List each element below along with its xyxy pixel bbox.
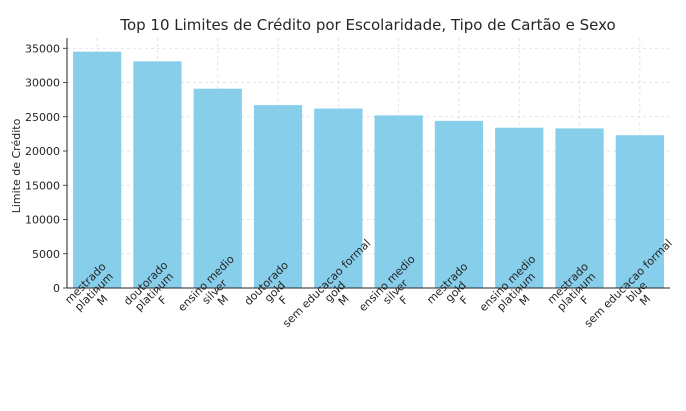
x-tick-label-line: F: [397, 294, 411, 308]
y-tick-label: 35000: [25, 42, 60, 55]
x-tick-label: ensino mediosilverM: [175, 252, 254, 331]
x-tick-label-line: F: [578, 294, 592, 308]
x-tick-label: ensino medioplatinumM: [477, 252, 556, 331]
y-tick-label: 0: [53, 282, 60, 295]
y-tick-label: 20000: [25, 145, 60, 158]
bar: [193, 88, 242, 288]
y-tick-label: 30000: [25, 77, 60, 90]
x-tick-label: ensino mediosilverF: [356, 252, 435, 331]
bar: [434, 120, 484, 288]
axes: [63, 38, 670, 292]
y-tick-label: 15000: [25, 179, 60, 192]
bar: [374, 115, 423, 288]
y-tick-label: 25000: [25, 111, 60, 124]
bar: [253, 105, 303, 288]
bar: [495, 127, 544, 288]
bar: [73, 51, 122, 288]
x-tick-label-text: ensino mediosilverF: [356, 252, 435, 331]
x-tick-label-text: ensino mediosilverM: [175, 252, 254, 331]
bar: [555, 128, 604, 288]
bar: [615, 135, 664, 288]
x-tick-label-text: ensino medioplatinumM: [477, 252, 556, 331]
y-tick-label: 10000: [25, 214, 60, 227]
bar: [314, 108, 363, 288]
y-tick-label: 5000: [32, 248, 60, 261]
y-axis-label: Limite de Crédito: [10, 118, 23, 213]
x-tick-label-line: F: [156, 294, 170, 308]
bars: [73, 51, 664, 288]
y-tick-labels: 0 5000 10000 15000 20000 25000 30000 35000: [25, 42, 60, 295]
chart-title: Top 10 Limites de Crédito por Escolarida…: [119, 16, 615, 34]
x-tick-label-line: F: [457, 294, 471, 308]
bar: [133, 61, 182, 288]
x-tick-label-line: F: [277, 294, 291, 308]
